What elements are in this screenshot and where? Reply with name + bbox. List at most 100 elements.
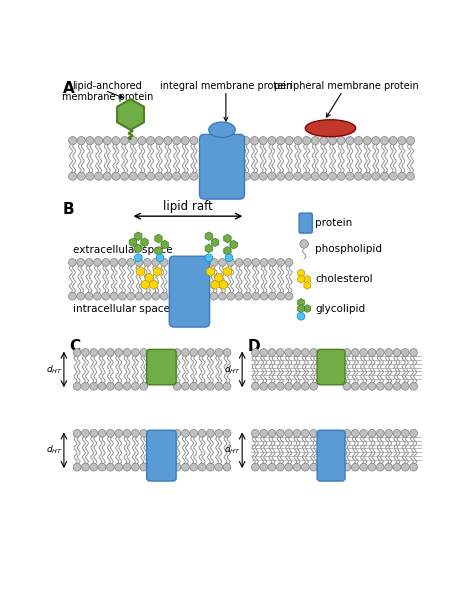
Polygon shape <box>223 267 231 276</box>
Circle shape <box>120 173 128 180</box>
Circle shape <box>85 258 93 266</box>
Circle shape <box>146 136 155 145</box>
Circle shape <box>82 383 89 390</box>
Circle shape <box>410 349 418 356</box>
Circle shape <box>251 383 259 390</box>
Polygon shape <box>154 267 162 276</box>
Circle shape <box>320 136 328 145</box>
Circle shape <box>73 464 81 471</box>
FancyBboxPatch shape <box>147 430 176 481</box>
Circle shape <box>82 430 89 437</box>
Circle shape <box>110 292 118 300</box>
Circle shape <box>410 464 418 471</box>
Circle shape <box>225 254 233 262</box>
Polygon shape <box>155 234 162 243</box>
Circle shape <box>112 173 120 180</box>
Circle shape <box>210 258 218 266</box>
Circle shape <box>173 136 181 145</box>
Circle shape <box>351 383 359 390</box>
Circle shape <box>181 173 189 180</box>
Circle shape <box>407 136 415 145</box>
Text: $d_{HT}$: $d_{HT}$ <box>46 363 63 375</box>
Circle shape <box>73 383 81 390</box>
Circle shape <box>346 173 354 180</box>
Polygon shape <box>304 275 310 283</box>
Circle shape <box>293 464 301 471</box>
Circle shape <box>164 136 172 145</box>
Circle shape <box>276 383 284 390</box>
Circle shape <box>173 430 181 437</box>
Circle shape <box>389 173 397 180</box>
Circle shape <box>360 383 367 390</box>
Circle shape <box>98 349 106 356</box>
Polygon shape <box>298 270 304 277</box>
Circle shape <box>103 173 111 180</box>
Circle shape <box>107 383 114 390</box>
Circle shape <box>115 464 123 471</box>
Circle shape <box>372 136 380 145</box>
Circle shape <box>198 383 206 390</box>
Circle shape <box>381 136 389 145</box>
Circle shape <box>77 258 85 266</box>
Circle shape <box>393 464 401 471</box>
Polygon shape <box>141 280 149 289</box>
Circle shape <box>297 312 305 320</box>
Circle shape <box>277 258 284 266</box>
Polygon shape <box>135 245 142 253</box>
Circle shape <box>182 349 189 356</box>
Circle shape <box>73 430 81 437</box>
Circle shape <box>328 136 337 145</box>
Circle shape <box>131 383 139 390</box>
Polygon shape <box>215 273 223 283</box>
Circle shape <box>268 292 276 300</box>
Circle shape <box>251 349 259 356</box>
Circle shape <box>207 464 214 471</box>
Circle shape <box>181 136 189 145</box>
Circle shape <box>107 430 114 437</box>
Circle shape <box>198 464 206 471</box>
Polygon shape <box>161 240 168 249</box>
Circle shape <box>219 292 226 300</box>
Circle shape <box>140 430 147 437</box>
Circle shape <box>393 349 401 356</box>
Circle shape <box>260 292 268 300</box>
Text: intracellular space: intracellular space <box>73 304 170 314</box>
Circle shape <box>285 173 293 180</box>
Polygon shape <box>211 280 219 289</box>
Circle shape <box>205 254 213 262</box>
Circle shape <box>152 292 160 300</box>
Text: integral membrane protein: integral membrane protein <box>160 81 292 121</box>
Circle shape <box>173 383 181 390</box>
Circle shape <box>77 136 85 145</box>
Circle shape <box>223 383 231 390</box>
Text: lipid-anchored
membrane protein: lipid-anchored membrane protein <box>62 81 153 102</box>
Text: $d_{TM}$: $d_{TM}$ <box>153 363 170 375</box>
Circle shape <box>355 136 363 145</box>
Circle shape <box>310 349 318 356</box>
Circle shape <box>69 292 76 300</box>
Circle shape <box>115 383 123 390</box>
Polygon shape <box>298 305 304 312</box>
Circle shape <box>337 173 345 180</box>
Circle shape <box>244 292 251 300</box>
Circle shape <box>260 349 267 356</box>
Circle shape <box>140 464 147 471</box>
Circle shape <box>98 383 106 390</box>
Circle shape <box>368 383 376 390</box>
FancyBboxPatch shape <box>200 134 245 199</box>
Circle shape <box>138 136 146 145</box>
Circle shape <box>69 258 76 266</box>
Circle shape <box>118 258 126 266</box>
Circle shape <box>285 383 292 390</box>
Circle shape <box>146 173 155 180</box>
Circle shape <box>115 430 123 437</box>
Circle shape <box>93 258 101 266</box>
Circle shape <box>260 430 267 437</box>
Circle shape <box>311 136 319 145</box>
Circle shape <box>376 430 384 437</box>
Circle shape <box>310 383 318 390</box>
Circle shape <box>244 258 251 266</box>
Circle shape <box>268 136 276 145</box>
Circle shape <box>242 136 250 145</box>
Circle shape <box>73 349 81 356</box>
